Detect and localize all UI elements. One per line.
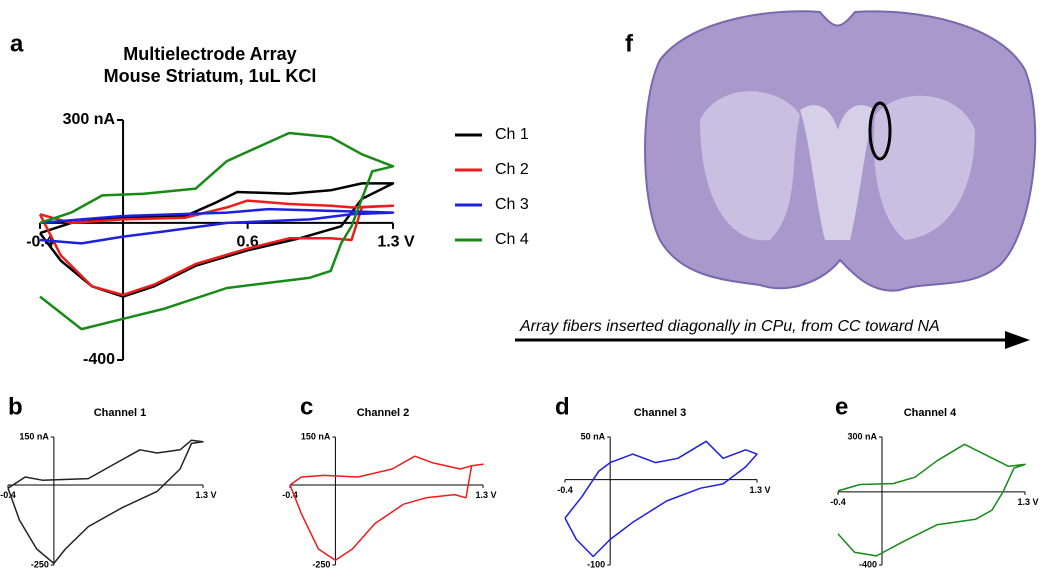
series-line — [837, 443, 1026, 557]
y-tick-label: -100 — [587, 559, 605, 569]
series-line — [39, 207, 395, 245]
x-tick-label: 1.3 V — [195, 490, 216, 500]
panel-letter: f — [625, 30, 634, 57]
x-tick-label: -0.4 — [26, 233, 54, 250]
series-line — [289, 455, 484, 561]
panel-letter: d — [555, 393, 570, 420]
panel-letter: e — [835, 393, 848, 420]
legend-label: Ch 4 — [495, 231, 529, 248]
x-tick-label: -0.4 — [830, 497, 846, 507]
series-line — [564, 440, 758, 558]
y-tick-label: 300 nA — [63, 111, 116, 128]
brain-image — [644, 10, 1037, 292]
chart-title: Channel 2 — [357, 407, 410, 419]
panel-letter: b — [8, 393, 23, 420]
x-tick-label: 1.3 V — [475, 490, 496, 500]
panel-letter: a — [10, 30, 24, 57]
arrow-head — [1005, 331, 1030, 349]
x-tick-label: 1.3 V — [1017, 497, 1038, 507]
chart-title: Multielectrode Array — [123, 44, 296, 64]
chart-subtitle: Mouse Striatum, 1uL KCl — [104, 66, 317, 86]
y-tick-label: 150 nA — [301, 431, 331, 441]
image-caption: Array fibers inserted diagonally in CPu,… — [519, 318, 940, 335]
legend-label: Ch 2 — [495, 161, 529, 178]
y-tick-label: -400 — [83, 351, 115, 368]
x-tick-label: 1.3 V — [749, 485, 770, 495]
y-tick-label: 150 nA — [19, 431, 49, 441]
y-tick-label: 300 nA — [847, 431, 877, 441]
y-tick-label: -250 — [31, 559, 49, 569]
chart-title: Channel 1 — [94, 407, 147, 419]
y-tick-label: -400 — [859, 559, 877, 569]
series-line — [39, 131, 395, 331]
series-line — [7, 439, 204, 565]
legend-label: Ch 1 — [495, 126, 529, 143]
x-tick-label: -0.4 — [0, 490, 16, 500]
panel-letter: c — [300, 393, 313, 420]
chart-title: Channel 3 — [634, 407, 687, 419]
y-tick-label: 50 nA — [581, 431, 606, 441]
x-tick-label: -0.4 — [557, 485, 573, 495]
x-tick-label: -0.4 — [282, 490, 298, 500]
y-tick-label: -250 — [312, 559, 330, 569]
chart-title: Channel 4 — [904, 407, 957, 419]
x-tick-label: 1.3 V — [377, 233, 415, 250]
legend-label: Ch 3 — [495, 196, 529, 213]
